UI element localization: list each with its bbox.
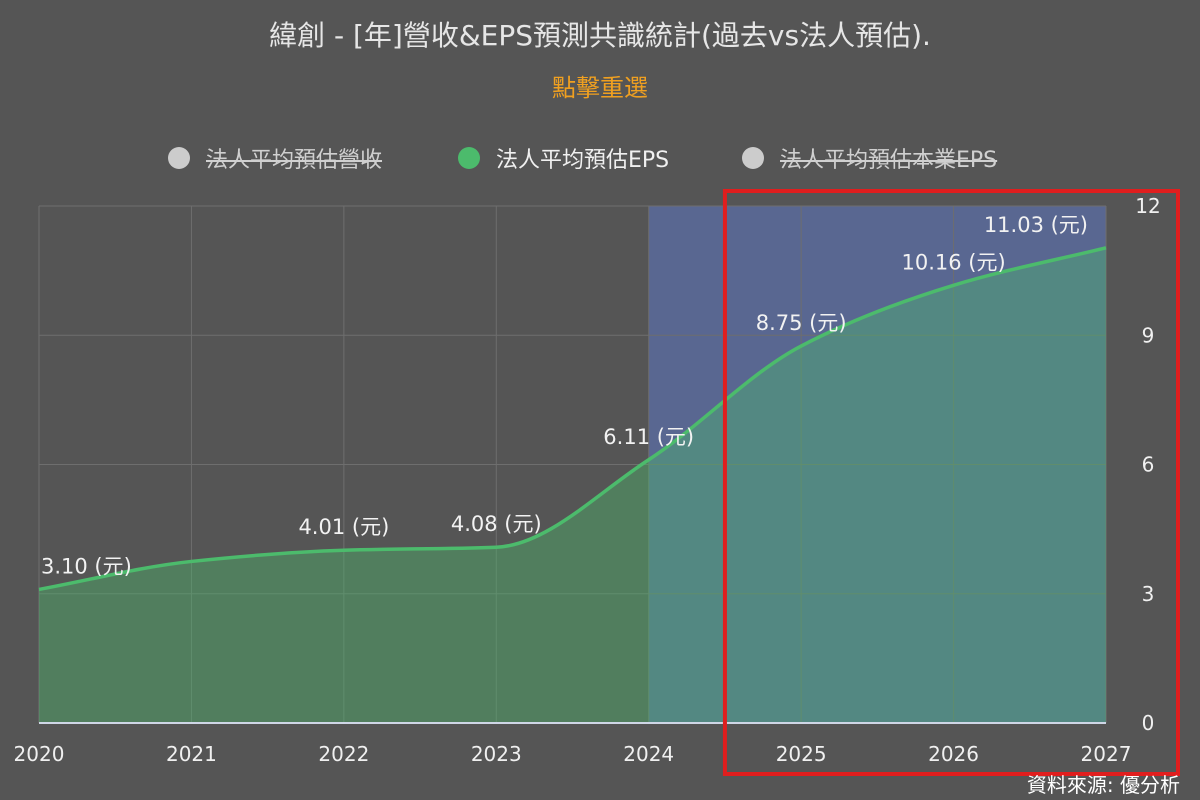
y-tick-label: 0 xyxy=(1142,711,1155,735)
x-tick-label: 2024 xyxy=(623,742,674,766)
eps-line xyxy=(38,246,1107,592)
legend-item-eps[interactable]: 法人平均預估EPS xyxy=(458,140,669,176)
data-label: 6.11 (元) xyxy=(603,425,694,449)
legend-label-eps: 法人平均預估EPS xyxy=(496,148,670,173)
y-tick-label: 12 xyxy=(1135,194,1160,218)
reset-selection-link[interactable]: 點擊重選 xyxy=(552,74,648,102)
x-tick-label: 2027 xyxy=(1081,742,1132,766)
x-tick-label: 2020 xyxy=(14,742,65,766)
y-tick-label: 6 xyxy=(1142,453,1155,477)
legend-label-revenue: 法人平均預估營收 xyxy=(206,148,383,173)
x-tick-label: 2023 xyxy=(471,742,522,766)
x-tick-label: 2021 xyxy=(166,742,217,766)
data-label: 10.16 (元) xyxy=(901,250,1005,274)
data-label: 11.03 (元) xyxy=(984,213,1088,237)
chart-title: 緯創 - [年]營收&EPS預測共識統計(過去vs法人預估). xyxy=(269,19,931,52)
legend-marker-icon xyxy=(742,147,764,169)
data-source-credit: 資料來源: 優分析 xyxy=(1026,773,1180,797)
legend-label-core-eps: 法人平均預估本業EPS xyxy=(780,148,998,173)
x-tick-label: 2022 xyxy=(318,742,369,766)
data-label: 4.08 (元) xyxy=(451,512,542,536)
data-label: 8.75 (元) xyxy=(756,311,847,335)
eps-area-fill xyxy=(39,247,1106,723)
y-tick-label: 3 xyxy=(1142,582,1155,606)
y-tick-label: 9 xyxy=(1142,323,1155,347)
legend-item-revenue[interactable]: 法人平均預估營收 xyxy=(168,140,382,176)
legend-marker-icon xyxy=(458,147,480,169)
legend-item-core-eps[interactable]: 法人平均預估本業EPS xyxy=(742,140,997,176)
legend-marker-icon xyxy=(168,147,190,169)
x-tick-label: 2025 xyxy=(776,742,827,766)
data-label: 3.10 (元) xyxy=(41,554,132,578)
data-label: 4.01 (元) xyxy=(298,515,389,539)
highlight-box xyxy=(722,189,1181,776)
x-tick-label: 2026 xyxy=(928,742,979,766)
legend: 法人平均預估營收 法人平均預估EPS 法人平均預估本業EPS xyxy=(0,140,1200,176)
